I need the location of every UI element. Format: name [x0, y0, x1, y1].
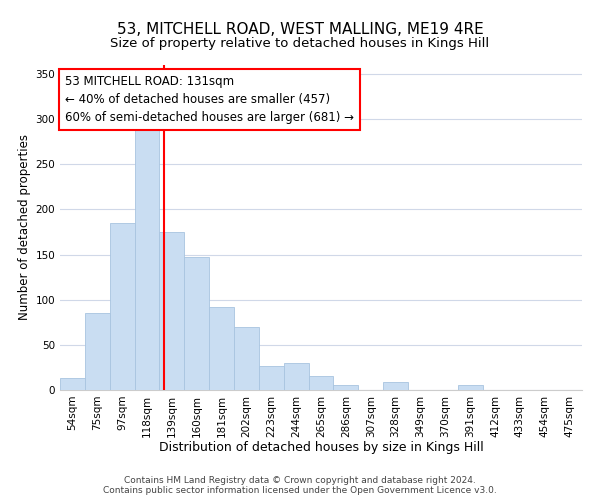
Bar	[308, 376, 334, 390]
Bar	[234, 327, 259, 390]
Y-axis label: Number of detached properties: Number of detached properties	[18, 134, 31, 320]
Bar	[259, 366, 284, 390]
Bar	[160, 232, 184, 390]
Text: 53, MITCHELL ROAD, WEST MALLING, ME19 4RE: 53, MITCHELL ROAD, WEST MALLING, ME19 4R…	[116, 22, 484, 38]
Bar	[85, 314, 110, 390]
Bar	[334, 384, 358, 390]
Bar	[383, 382, 408, 390]
Bar	[60, 378, 85, 390]
X-axis label: Distribution of detached houses by size in Kings Hill: Distribution of detached houses by size …	[158, 441, 484, 454]
Bar	[284, 363, 308, 390]
Bar	[110, 223, 134, 390]
Text: Contains public sector information licensed under the Open Government Licence v3: Contains public sector information licen…	[103, 486, 497, 495]
Bar	[184, 258, 209, 390]
Text: Size of property relative to detached houses in Kings Hill: Size of property relative to detached ho…	[110, 38, 490, 51]
Bar	[209, 307, 234, 390]
Bar	[134, 128, 160, 390]
Text: Contains HM Land Registry data © Crown copyright and database right 2024.: Contains HM Land Registry data © Crown c…	[124, 476, 476, 485]
Bar	[458, 386, 482, 390]
Text: 53 MITCHELL ROAD: 131sqm
← 40% of detached houses are smaller (457)
60% of semi-: 53 MITCHELL ROAD: 131sqm ← 40% of detach…	[65, 74, 354, 124]
